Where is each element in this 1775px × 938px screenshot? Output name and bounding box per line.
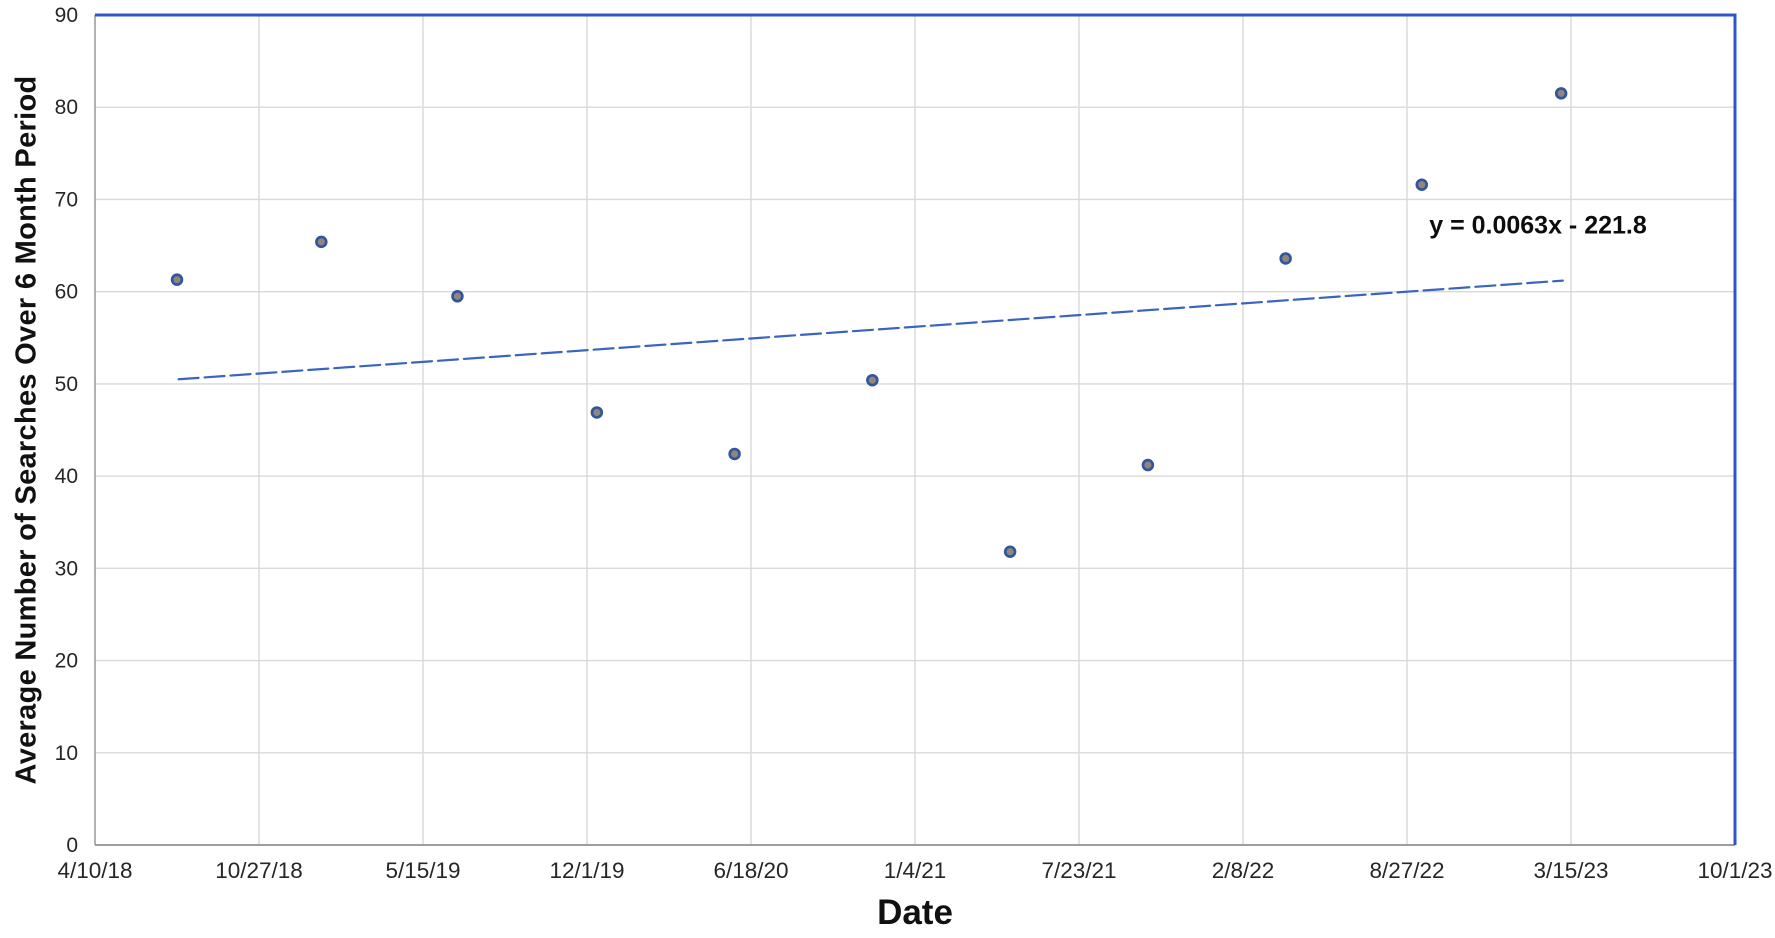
x-tick-label: 7/23/21 <box>1041 858 1116 883</box>
x-tick-label: 10/1/23 <box>1697 858 1772 883</box>
data-point <box>451 290 464 303</box>
y-tick-label: 30 <box>55 557 78 580</box>
x-tick-label: 12/1/19 <box>549 858 624 883</box>
y-tick-label: 0 <box>66 834 78 857</box>
y-tick-label: 70 <box>55 188 78 211</box>
x-tick-label: 4/10/18 <box>57 858 132 883</box>
data-point <box>1554 87 1568 100</box>
y-tick-label: 50 <box>55 373 78 396</box>
data-point <box>1141 458 1155 472</box>
x-tick-label: 2/8/22 <box>1212 858 1275 883</box>
x-axis-title: Date <box>877 893 953 932</box>
y-axis-title: Average Number of Searches Over 6 Month … <box>10 75 43 785</box>
y-tick-label: 60 <box>55 281 78 304</box>
data-point <box>866 373 879 387</box>
data-point <box>170 273 184 286</box>
data-point <box>1003 545 1017 558</box>
y-tick-label: 90 <box>55 4 78 27</box>
data-point <box>1415 178 1429 191</box>
chart-border <box>95 13 1737 845</box>
x-tick-label: 6/18/20 <box>713 858 788 883</box>
x-tick-label: 3/15/23 <box>1533 858 1608 883</box>
trendline <box>177 279 1564 381</box>
data-point <box>728 447 741 461</box>
x-tick-label: 1/4/21 <box>884 858 947 883</box>
x-tick-label: 10/27/18 <box>215 858 303 883</box>
y-tick-label: 40 <box>55 465 78 488</box>
y-tick-label: 10 <box>55 742 78 765</box>
trendline-equation-label: y = 0.0063x - 221.8 <box>1429 211 1647 240</box>
data-point <box>315 235 328 249</box>
x-tick-label: 5/15/19 <box>385 858 460 883</box>
y-tick-label: 80 <box>55 96 78 119</box>
x-tick-label: 8/27/22 <box>1369 858 1444 883</box>
data-point <box>1279 252 1292 265</box>
y-tick-label: 20 <box>55 650 78 673</box>
data-point <box>590 406 604 419</box>
